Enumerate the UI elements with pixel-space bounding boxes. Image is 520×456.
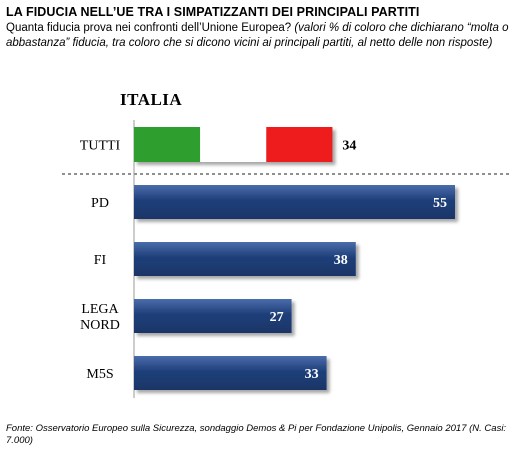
- bar-tutti-white: [200, 127, 267, 162]
- chart-header: LA FIDUCIA NELL’UE TRA I SIMPATIZZANTI D…: [6, 5, 512, 51]
- subtitle-note: (valori % di coloro che dichiarano “molt…: [6, 22, 509, 49]
- category-label-m5s: M5S: [86, 367, 113, 382]
- bar-lega-nord: [134, 299, 292, 333]
- chart-subtitle: Quanta fiducia prova nei confronti dell’…: [6, 21, 512, 51]
- value-label-fi: 38: [334, 253, 348, 268]
- bar-fi: [134, 242, 356, 276]
- bar-pd: [134, 185, 455, 219]
- category-label-fi: FI: [94, 253, 107, 268]
- bar-tutti-red: [266, 127, 333, 162]
- value-label-tutti: 34: [342, 139, 356, 154]
- value-label-pd: 55: [433, 196, 447, 211]
- bar-m5s: [134, 356, 327, 390]
- chart-source: Fonte: Osservatorio Europeo sulla Sicure…: [6, 423, 507, 446]
- chart-title: LA FIDUCIA NELL’UE TRA I SIMPATIZZANTI D…: [6, 5, 420, 19]
- category-label-lega-nord: LEGA NORD: [80, 302, 120, 333]
- value-label-m5s: 33: [305, 367, 319, 382]
- category-label-pd: PD: [91, 196, 109, 211]
- country-label: ITALIA: [120, 90, 183, 109]
- bar-tutti-green: [134, 127, 201, 162]
- value-label-lega-nord: 27: [270, 310, 284, 325]
- bar-tutti: [134, 127, 333, 162]
- subtitle-question: Quanta fiducia prova nei confronti dell’…: [6, 22, 292, 34]
- category-label-tutti: TUTTI: [80, 139, 121, 154]
